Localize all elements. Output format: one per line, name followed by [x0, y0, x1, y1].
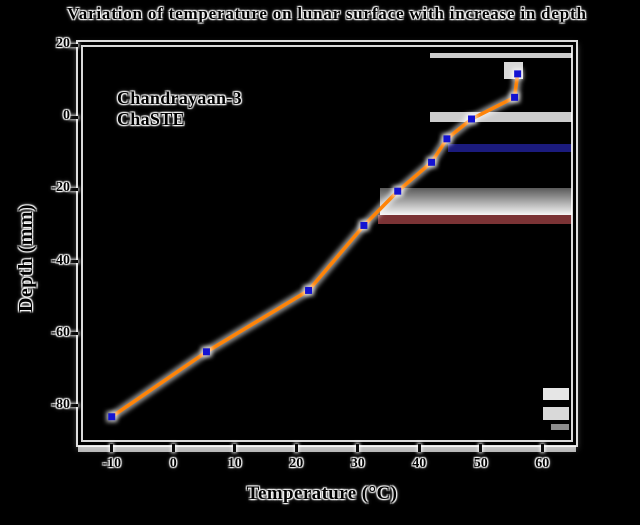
y-tick-mark	[70, 115, 78, 119]
y-tick-mark	[70, 260, 78, 264]
x-tick-mark	[356, 444, 360, 452]
temperature-profile-line	[109, 72, 520, 419]
data-point-marker	[428, 158, 436, 166]
data-point-marker	[202, 348, 210, 356]
data-point-marker	[511, 93, 519, 101]
data-point-marker	[394, 187, 402, 195]
artifact-band-maroon	[378, 215, 572, 224]
x-tick-label: 40	[412, 456, 427, 471]
y-tick-label: -80	[51, 396, 70, 412]
artifact-band-navy	[448, 144, 572, 152]
x-tick-label: -10	[102, 456, 122, 471]
x-tick-mark	[171, 444, 175, 452]
data-point-marker	[514, 70, 522, 78]
x-tick-mark	[233, 444, 237, 452]
x-tick-label: 60	[535, 456, 550, 471]
data-point-marker	[305, 286, 313, 294]
y-tick-mark	[70, 187, 78, 191]
artifact-band-white-4	[543, 388, 569, 400]
x-tick-label: 30	[350, 456, 365, 471]
artifact-band-white-6	[551, 424, 569, 430]
y-tick-label: -40	[51, 252, 70, 268]
annotation-mission: Chandrayaan-3	[117, 88, 242, 108]
data-point-marker	[108, 413, 116, 421]
x-tick-mark	[294, 444, 298, 452]
artifact-band-white-1	[430, 53, 572, 58]
plot-frame	[78, 42, 576, 445]
x-tick-label: 50	[473, 456, 488, 471]
y-tick-mark	[70, 404, 78, 408]
chart-title: Variation of temperature on lunar surfac…	[67, 4, 587, 23]
x-tick-mark	[110, 444, 114, 452]
y-tick-label: -60	[51, 324, 70, 340]
annotation-instrument: ChaSTE	[117, 109, 185, 129]
artifact-band-white-2	[430, 112, 572, 122]
y-tick-label: -20	[51, 180, 70, 196]
y-tick-label: 20	[56, 36, 70, 51]
x-axis-label: Temperature (°C)	[246, 483, 398, 504]
data-point-marker	[360, 221, 368, 229]
x-tick-mark	[540, 444, 544, 452]
x-tick-label: 20	[289, 456, 304, 471]
data-point-marker	[443, 135, 451, 143]
artifact-band-white-5	[543, 407, 569, 420]
x-tick-mark	[479, 444, 483, 452]
y-tick-mark	[70, 332, 78, 336]
annotation-block: Chandrayaan-3 ChaSTE	[117, 88, 242, 130]
y-tick-mark	[70, 43, 78, 47]
temperature-depth-line-plot	[106, 68, 524, 423]
y-tick-label: 0	[63, 108, 70, 124]
bottom-axis-glow	[78, 446, 576, 452]
x-tick-label: 0	[169, 456, 177, 471]
x-tick-label: 10	[227, 456, 242, 471]
artifact-band-white-3	[380, 188, 572, 215]
data-point-marker	[468, 115, 476, 123]
x-tick-mark	[417, 444, 421, 452]
